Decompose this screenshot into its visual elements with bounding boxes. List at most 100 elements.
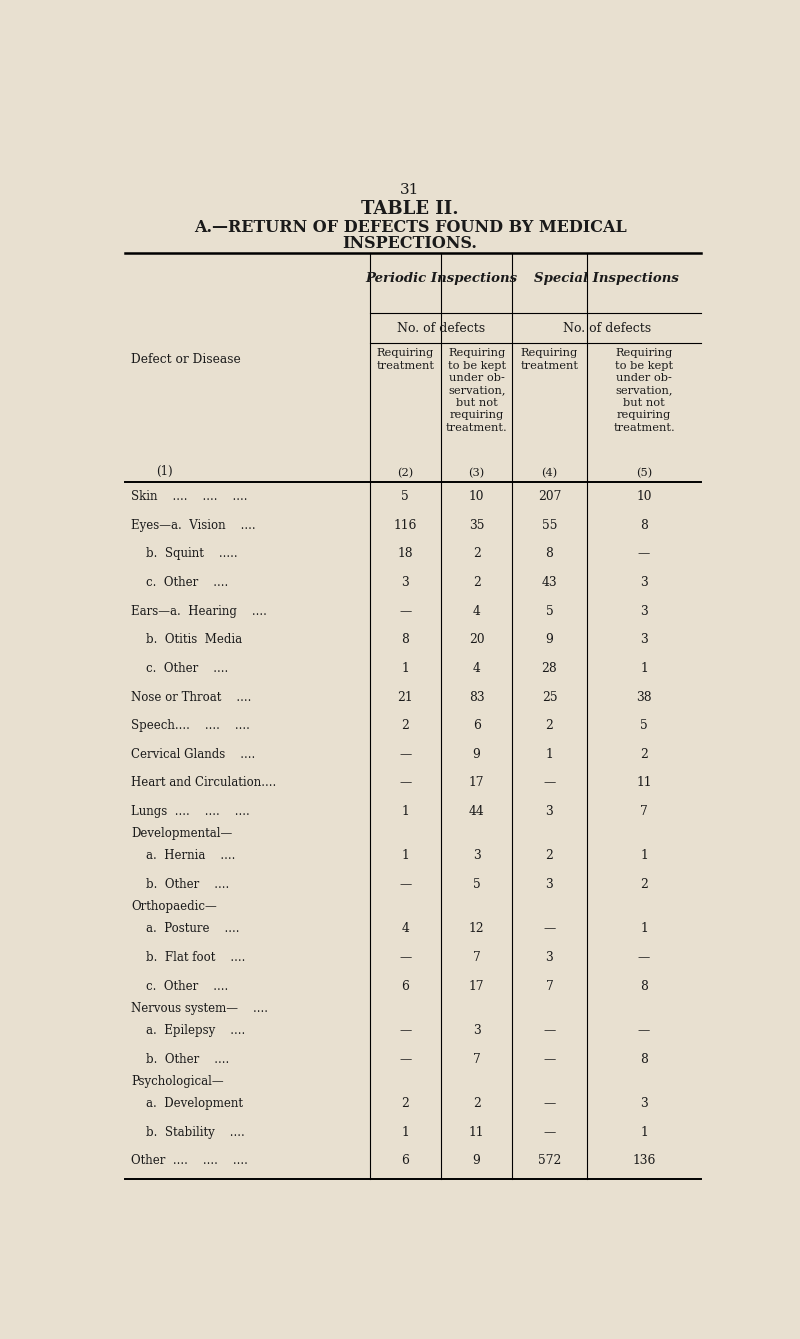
Text: b.  Flat foot    ....: b. Flat foot .... xyxy=(131,951,246,964)
Text: 2: 2 xyxy=(473,548,481,561)
Text: 9: 9 xyxy=(473,1154,481,1168)
Text: 7: 7 xyxy=(546,980,554,992)
Text: 43: 43 xyxy=(542,576,558,589)
Text: A.—RETURN OF DEFECTS FOUND BY MEDICAL: A.—RETURN OF DEFECTS FOUND BY MEDICAL xyxy=(194,220,626,237)
Text: 2: 2 xyxy=(546,849,554,862)
Text: 17: 17 xyxy=(469,980,485,992)
Text: 3: 3 xyxy=(473,1024,481,1038)
Text: 20: 20 xyxy=(469,633,485,647)
Text: c.  Other    ....: c. Other .... xyxy=(131,661,228,675)
Text: Other  ....    ....    ....: Other .... .... .... xyxy=(131,1154,248,1168)
Text: 83: 83 xyxy=(469,691,485,703)
Text: 9: 9 xyxy=(473,749,481,761)
Text: 5: 5 xyxy=(640,719,648,732)
Text: Psychological—: Psychological— xyxy=(131,1075,224,1089)
Text: 3: 3 xyxy=(640,633,648,647)
Text: a.  Posture    ....: a. Posture .... xyxy=(131,923,239,936)
Text: Eyes—a.  Vision    ....: Eyes—a. Vision .... xyxy=(131,518,256,532)
Text: c.  Other    ....: c. Other .... xyxy=(131,980,228,992)
Text: 10: 10 xyxy=(636,490,652,503)
Text: b.  Squint    .....: b. Squint ..... xyxy=(131,548,238,561)
Text: 7: 7 xyxy=(473,1052,481,1066)
Text: 55: 55 xyxy=(542,518,558,532)
Text: 572: 572 xyxy=(538,1154,561,1168)
Text: Defect or Disease: Defect or Disease xyxy=(131,353,241,367)
Text: 3: 3 xyxy=(546,878,554,892)
Text: Nervous system—    ....: Nervous system— .... xyxy=(131,1002,268,1015)
Text: 116: 116 xyxy=(394,518,417,532)
Text: a.  Hernia    ....: a. Hernia .... xyxy=(131,849,235,862)
Text: 1: 1 xyxy=(640,1126,648,1138)
Text: —: — xyxy=(399,1024,411,1038)
Text: 2: 2 xyxy=(640,878,648,892)
Text: Cervical Glands    ....: Cervical Glands .... xyxy=(131,749,255,761)
Text: —: — xyxy=(543,1024,556,1038)
Text: TABLE II.: TABLE II. xyxy=(361,200,459,218)
Text: (4): (4) xyxy=(542,467,558,478)
Text: —: — xyxy=(638,548,650,561)
Text: 2: 2 xyxy=(473,1097,481,1110)
Text: 7: 7 xyxy=(473,951,481,964)
Text: Lungs  ....    ....    ....: Lungs .... .... .... xyxy=(131,805,250,818)
Text: 1: 1 xyxy=(402,1126,410,1138)
Text: Developmental—: Developmental— xyxy=(131,828,232,841)
Text: 9: 9 xyxy=(546,633,554,647)
Text: 207: 207 xyxy=(538,490,561,503)
Text: 11: 11 xyxy=(469,1126,485,1138)
Text: 3: 3 xyxy=(640,576,648,589)
Text: 2: 2 xyxy=(402,719,410,732)
Text: —: — xyxy=(543,1097,556,1110)
Text: 38: 38 xyxy=(636,691,652,703)
Text: 10: 10 xyxy=(469,490,485,503)
Text: 5: 5 xyxy=(402,490,410,503)
Text: 2: 2 xyxy=(402,1097,410,1110)
Text: —: — xyxy=(399,605,411,617)
Text: (5): (5) xyxy=(636,467,652,478)
Text: 8: 8 xyxy=(640,518,648,532)
Text: INSPECTIONS.: INSPECTIONS. xyxy=(342,234,478,252)
Text: 6: 6 xyxy=(402,980,410,992)
Text: 3: 3 xyxy=(640,605,648,617)
Text: Requiring
treatment: Requiring treatment xyxy=(521,348,578,371)
Text: b.  Stability    ....: b. Stability .... xyxy=(131,1126,245,1138)
Text: b.  Otitis  Media: b. Otitis Media xyxy=(131,633,242,647)
Text: 12: 12 xyxy=(469,923,485,936)
Text: 1: 1 xyxy=(640,849,648,862)
Text: 6: 6 xyxy=(402,1154,410,1168)
Text: —: — xyxy=(399,878,411,892)
Text: 8: 8 xyxy=(640,980,648,992)
Text: —: — xyxy=(399,951,411,964)
Text: 44: 44 xyxy=(469,805,485,818)
Text: a.  Epilepsy    ....: a. Epilepsy .... xyxy=(131,1024,246,1038)
Text: Periodic Inspections: Periodic Inspections xyxy=(365,272,517,285)
Text: —: — xyxy=(399,1052,411,1066)
Text: 35: 35 xyxy=(469,518,485,532)
Text: Skin    ....    ....    ....: Skin .... .... .... xyxy=(131,490,247,503)
Text: 7: 7 xyxy=(640,805,648,818)
Text: 2: 2 xyxy=(473,576,481,589)
Text: —: — xyxy=(638,1024,650,1038)
Text: (2): (2) xyxy=(398,467,414,478)
Text: b.  Other    ....: b. Other .... xyxy=(131,1052,230,1066)
Text: 3: 3 xyxy=(546,805,554,818)
Text: 1: 1 xyxy=(640,661,648,675)
Text: 136: 136 xyxy=(632,1154,656,1168)
Text: 3: 3 xyxy=(546,951,554,964)
Text: 11: 11 xyxy=(636,777,652,790)
Text: —: — xyxy=(638,951,650,964)
Text: No. of defects: No. of defects xyxy=(562,321,651,335)
Text: 4: 4 xyxy=(473,661,481,675)
Text: c.  Other    ....: c. Other .... xyxy=(131,576,228,589)
Text: b.  Other    ....: b. Other .... xyxy=(131,878,230,892)
Text: 8: 8 xyxy=(402,633,410,647)
Text: 21: 21 xyxy=(398,691,413,703)
Text: 25: 25 xyxy=(542,691,558,703)
Text: 4: 4 xyxy=(402,923,410,936)
Text: 1: 1 xyxy=(402,661,410,675)
Text: —: — xyxy=(543,1052,556,1066)
Text: Ears—a.  Hearing    ....: Ears—a. Hearing .... xyxy=(131,605,267,617)
Text: 28: 28 xyxy=(542,661,558,675)
Text: 1: 1 xyxy=(546,749,554,761)
Text: 6: 6 xyxy=(473,719,481,732)
Text: No. of defects: No. of defects xyxy=(397,321,485,335)
